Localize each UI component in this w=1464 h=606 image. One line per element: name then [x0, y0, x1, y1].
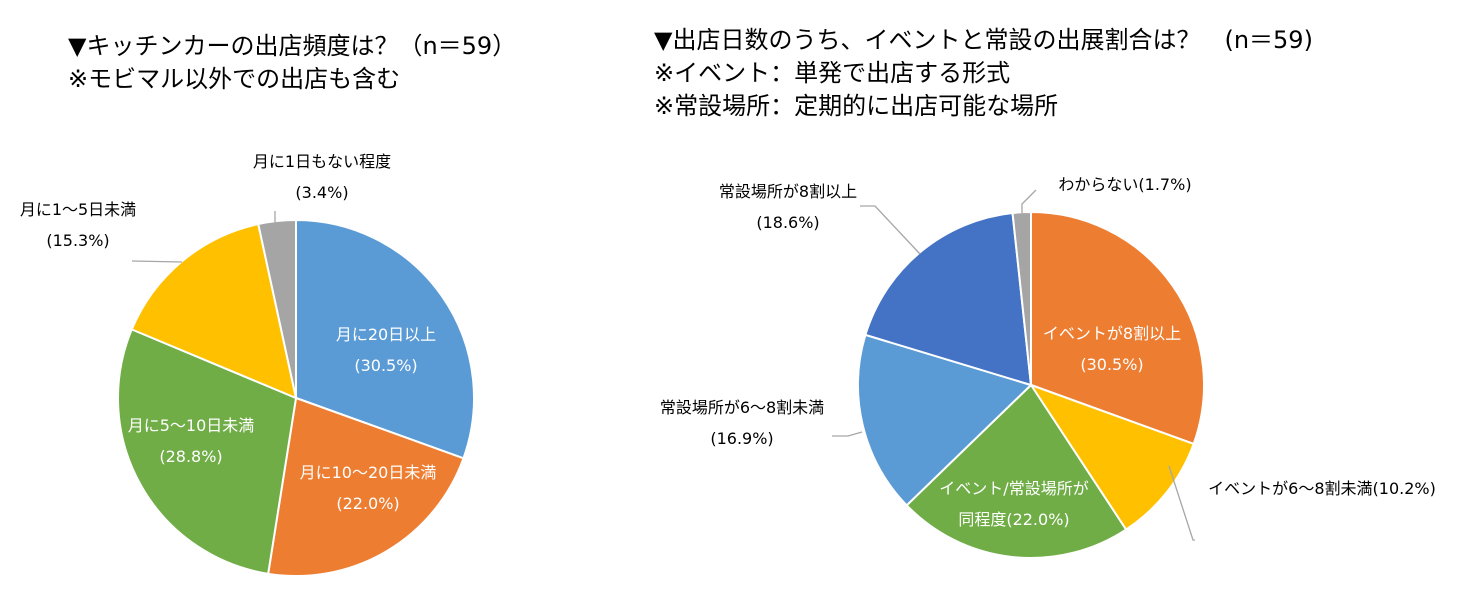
- pie-slice-1-4: [864, 211, 1033, 387]
- slice-value-0-2: (28.8%): [159, 447, 222, 466]
- slice-label-0-2: 月に5～10日未満: [128, 416, 255, 435]
- slice-value-0-4: (3.4%): [295, 183, 348, 202]
- slice-value-0-1: (22.0%): [336, 494, 399, 513]
- pie-slice-1-0: [1030, 210, 1205, 446]
- chart-right-title: ▼出店日数のうち、イベントと常設の出展割合は？ (n＝59): [654, 26, 1313, 54]
- slice-value-1-2: 同程度(22.0%): [958, 510, 1069, 529]
- pie-slice-0-3: [130, 222, 298, 400]
- pie-slice-1-3: [857, 333, 1033, 507]
- leader-line-1-2: [832, 431, 863, 437]
- slice-label-1-3: 常設場所が6～8割未満: [660, 398, 824, 417]
- leader-line-1-0: [1021, 189, 1037, 214]
- slice-label-0-3: 月に1～5日未満: [20, 200, 136, 219]
- pie-slice-0-2: [117, 328, 298, 575]
- chart-left-title: ▼キッチンカーの出店頻度は？（n＝59）: [68, 32, 517, 60]
- chart-right-subtitle-event: ※イベント：単発で出店する形式: [654, 59, 1011, 87]
- slice-label-0-1: 月に10～20日未満: [300, 463, 437, 482]
- slice-label-1-0: イベントが8割以上: [1043, 324, 1181, 343]
- leader-line-1-3: [1168, 465, 1195, 541]
- pie-slice-1-1: [1028, 383, 1195, 531]
- pie-slice-0-1: [267, 396, 465, 577]
- leader-line-0-1: [131, 260, 183, 263]
- slice-value-1-3: (16.9%): [710, 429, 773, 448]
- pie-slice-0-0: [295, 218, 475, 460]
- slice-label-1-2: イベント/常設場所が: [939, 479, 1088, 498]
- slice-value-0-0: (30.5%): [354, 356, 417, 375]
- slice-value-1-0: (30.5%): [1080, 355, 1143, 374]
- slice-label-0-0: 月に20日以上: [336, 325, 436, 344]
- slice-value-1-4: (18.6%): [756, 213, 819, 232]
- slice-value-0-3: (15.3%): [46, 231, 109, 250]
- leader-line-1-1: [860, 205, 921, 255]
- slice-label-1-1: イベントが6～8割未満(10.2%): [1208, 479, 1436, 498]
- chart-right-subtitle-permanent: ※常設場所：定期的に出店可能な場所: [654, 92, 1059, 120]
- slice-label-1-5: わからない(1.7%): [1058, 175, 1191, 194]
- pie-slice-0-4: [257, 218, 297, 399]
- pie-slice-1-2: [905, 383, 1128, 559]
- slice-label-0-4: 月に1日もない程度: [253, 152, 391, 171]
- chart-left-subtitle: ※モビマル以外での出店も含む: [68, 65, 401, 93]
- slice-label-1-4: 常設場所が8割以上: [719, 182, 857, 201]
